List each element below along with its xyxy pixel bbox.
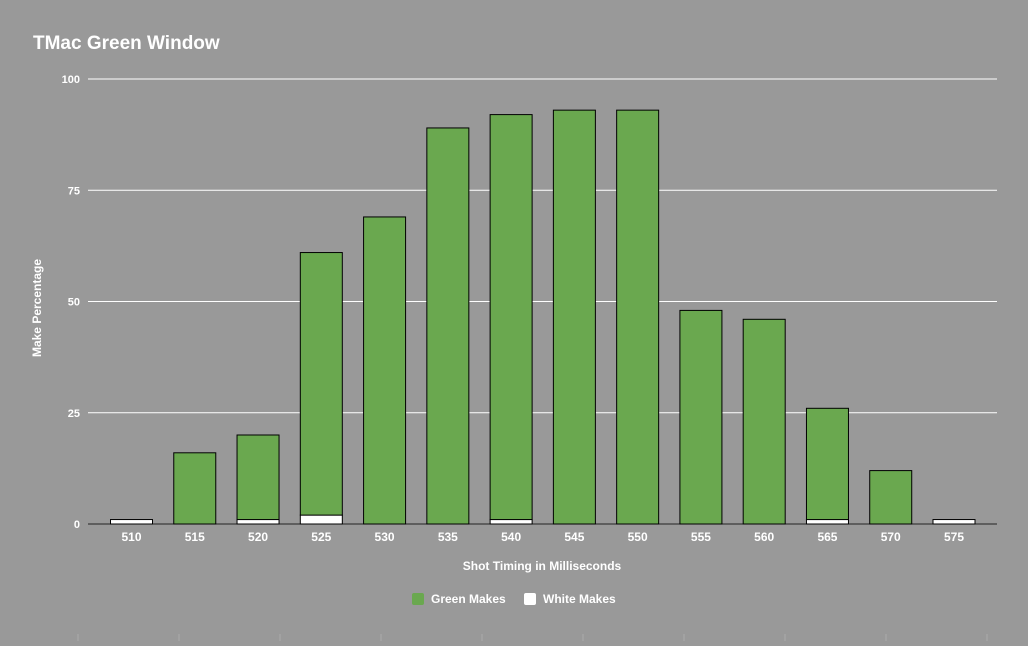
legend-swatch [524,593,536,605]
x-tick-label: 570 [881,530,901,544]
bar-green-530 [363,216,407,525]
y-tick-label: 75 [68,185,80,197]
y-axis-label: Make Percentage [30,259,44,357]
y-tick-label: 50 [68,297,80,309]
bar-white-540 [489,519,533,525]
y-tick-label: 0 [74,519,80,531]
legend-label: White Makes [543,592,616,606]
x-tick-label: 565 [817,530,837,544]
x-tick-label: 560 [754,530,774,544]
bar-green-540 [489,114,533,521]
x-tick-label: 520 [248,530,268,544]
bar-green-535 [426,127,470,525]
bar-green-545 [552,109,596,525]
bar-green-555 [679,309,723,525]
legend-swatch [412,593,424,605]
x-tick-label: 530 [375,530,395,544]
x-tick-label: 555 [691,530,711,544]
bar-white-510 [110,519,153,525]
bar-white-520 [236,519,280,525]
bar-green-565 [805,407,849,521]
bar-white-565 [805,519,849,525]
bar-green-515 [173,452,217,525]
bar-green-525 [299,252,343,516]
x-tick-label: 515 [185,530,205,544]
y-tick-label: 100 [62,74,80,86]
bar-green-560 [742,318,786,525]
x-tick-label: 575 [944,530,964,544]
bar-white-525 [299,514,343,525]
bar-green-520 [236,434,280,521]
x-tick-label: 545 [564,530,584,544]
x-tick-label: 540 [501,530,521,544]
x-tick-label: 550 [628,530,648,544]
chart-title: TMac Green Window [33,33,220,54]
bar-green-570 [869,470,913,525]
y-tick-label: 25 [68,408,80,420]
legend-label: Green Makes [431,592,506,606]
x-tick-label: 525 [311,530,331,544]
x-tick-label: 510 [121,530,141,544]
x-tick-label: 535 [438,530,458,544]
legend: Green Makes White Makes [412,592,616,606]
bar-green-550 [616,109,660,525]
bar-white-575 [932,519,976,525]
x-axis-label: Shot Timing in Milliseconds [463,559,622,573]
